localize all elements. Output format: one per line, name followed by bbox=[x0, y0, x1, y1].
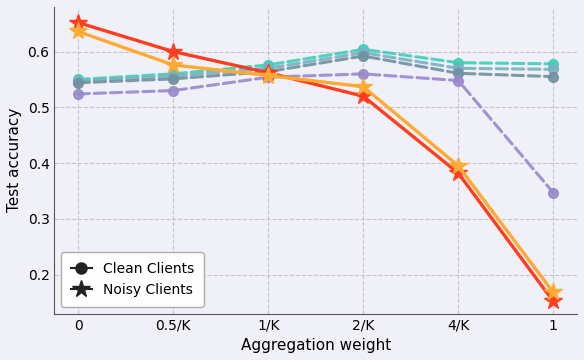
X-axis label: Aggregation weight: Aggregation weight bbox=[241, 338, 391, 353]
Legend: Clean Clients, Noisy Clients: Clean Clients, Noisy Clients bbox=[61, 252, 204, 307]
Y-axis label: Test accuracy: Test accuracy bbox=[7, 108, 22, 212]
